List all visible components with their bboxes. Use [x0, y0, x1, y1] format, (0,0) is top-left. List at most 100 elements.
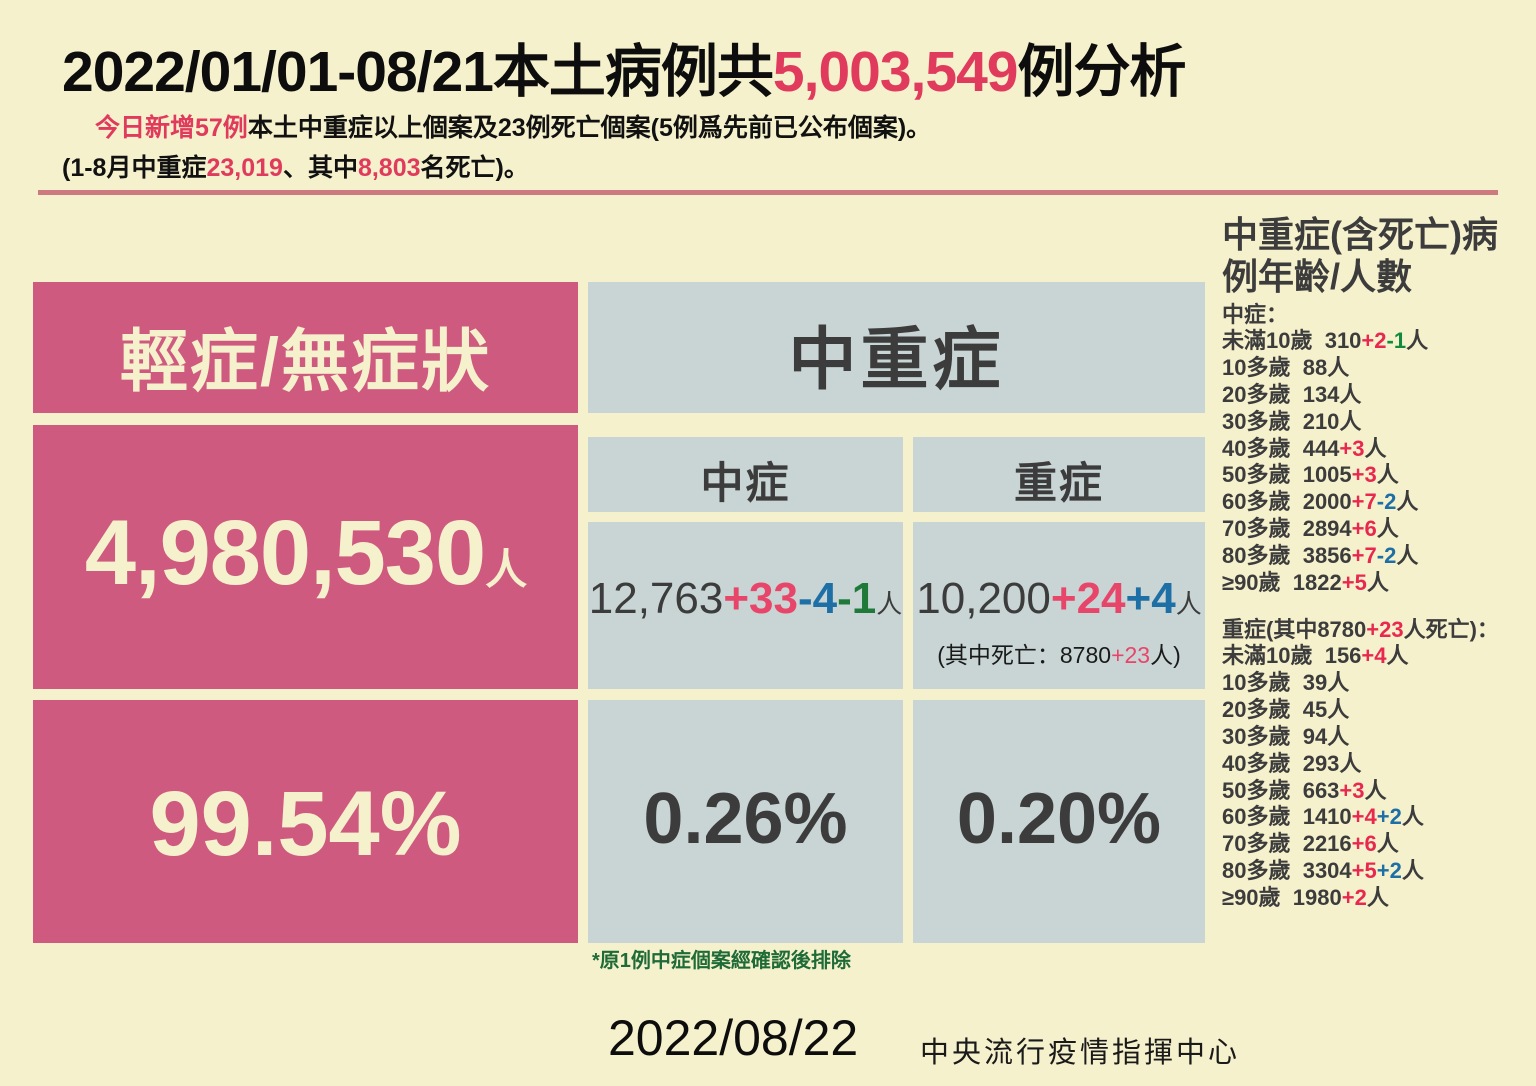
age-count-unit: 人 [1327, 697, 1350, 723]
moderate-percentage-cell: 0.26% [588, 700, 903, 943]
mild-count-value: 4,980,530人 [33, 501, 578, 606]
mild-category-label: 輕症/無症狀 [120, 324, 491, 400]
age-count: 310 [1324, 328, 1362, 354]
age-count-unit: 人 [1366, 884, 1389, 910]
moderate-count-unit: 人 [876, 589, 903, 619]
critical-count-cell: 10,200+24+4人 (其中死亡：8780+23人) [913, 522, 1205, 689]
age-row: 60多歲 1410+4+2人 [1222, 804, 1532, 831]
age-delta-secondary: -2 [1376, 542, 1397, 568]
age-row: ≥90歲 1980+2人 [1222, 885, 1532, 912]
report-date: 2022/08/22 [608, 1010, 859, 1066]
moderate-subheader: 中症 [588, 437, 903, 512]
age-row: 20多歲 134人 [1222, 382, 1532, 409]
critical-subheader-label: 重症 [1014, 460, 1104, 508]
issuing-organization: 中央流行疫情指揮中心 [920, 1037, 1241, 1069]
age-label: 未滿10歲 [1222, 643, 1325, 669]
age-breakdown-sidebar: 中重症(含死亡)病例年齡/人數 中症： 未滿10歲 310+2-1人 10多歲 8… [1222, 214, 1532, 912]
age-delta-secondary: -1 [1386, 328, 1407, 354]
sidebar-moderate-label: 中症： [1222, 301, 1289, 327]
age-row: 80多歲 3856+7-2人 [1222, 543, 1532, 570]
age-delta-primary: +4 [1361, 643, 1387, 669]
age-count-unit: 人 [1386, 643, 1409, 669]
age-count-unit: 人 [1396, 542, 1419, 568]
footnote: *原1例中症個案經確認後排除 [592, 950, 851, 972]
age-count-unit: 人 [1339, 381, 1362, 407]
title-suffix: 例分析 [1017, 40, 1186, 104]
age-delta-secondary: +2 [1376, 858, 1402, 884]
header-divider [38, 190, 1498, 195]
header-section: 2022/01/01-08/21本土病例共5,003,549例分析 今日新增57… [0, 0, 1536, 196]
moderate-subheader-label: 中症 [700, 460, 791, 508]
critical-death-note: (其中死亡：8780+23人) [913, 636, 1205, 670]
age-count-unit: 人 [1401, 858, 1424, 884]
subtitle-line-2: (1-8月中重症23,019、其中8,803名死亡)。 [62, 148, 529, 184]
age-count-unit: 人 [1327, 670, 1350, 696]
age-delta-primary: +5 [1341, 569, 1367, 595]
age-label: 50多歲 [1222, 462, 1303, 488]
mild-category-header: 輕症/無症狀 [33, 282, 578, 413]
moderate-base-number: 12,763 [588, 574, 724, 623]
age-row: 70多歲 2894+6人 [1222, 516, 1532, 543]
sidebar-moderate-list: 未滿10歲 310+2-1人 10多歲 88人 20多歲 134人 30多歲 210人… [1222, 328, 1532, 596]
mild-count-cell: 4,980,530人 [33, 425, 578, 689]
age-row: 40多歲 293人 [1222, 751, 1532, 778]
critical-percentage-value: 0.20% [956, 779, 1162, 859]
age-count: 88 [1302, 355, 1328, 381]
severe-category-header: 中重症 [588, 282, 1205, 413]
today-new-cases: 今日新增57例 [95, 114, 248, 142]
subtitle-line-1-rest: 本土中重症以上個案及23例死亡個案(5例爲先前已公布個案)。 [247, 114, 932, 142]
age-label: 60多歲 [1222, 804, 1303, 830]
age-count: 94 [1302, 723, 1328, 749]
age-count-unit: 人 [1364, 435, 1387, 461]
age-count-unit: 人 [1376, 462, 1399, 488]
subtitle-2-part-e: 名死亡)。 [420, 154, 529, 182]
age-row: 未滿10歲 310+2-1人 [1222, 328, 1532, 355]
age-row: 50多歲 663+3人 [1222, 778, 1532, 805]
age-delta-primary: +7 [1351, 489, 1377, 515]
age-label: 10多歲 [1222, 355, 1303, 381]
age-label: 10多歲 [1222, 670, 1303, 696]
age-row: 10多歲 88人 [1222, 355, 1532, 382]
age-row: 80多歲 3304+5+2人 [1222, 858, 1532, 885]
ytd-death-total: 8,803 [357, 154, 421, 182]
age-delta-primary: +5 [1351, 858, 1377, 884]
critical-delta-transferred: +4 [1125, 574, 1176, 623]
age-count: 2000 [1302, 489, 1352, 515]
subtitle-2-part-c: 、其中 [282, 154, 358, 182]
age-count-unit: 人 [1401, 804, 1424, 830]
age-label: 20多歲 [1222, 381, 1303, 407]
critical-delta-added: +24 [1050, 574, 1126, 623]
age-count: 2216 [1302, 831, 1352, 857]
age-count-unit: 人 [1376, 831, 1399, 857]
sidebar-spacer [1222, 597, 1532, 613]
moderate-delta-excluded: -1 [837, 574, 877, 623]
age-row: 未滿10歲 156+4人 [1222, 643, 1532, 670]
sidebar-critical-list: 未滿10歲 156+4人 10多歲 39人 20多歲 45人 30多歲 94人 40多歲… [1222, 643, 1532, 911]
critical-percentage-cell: 0.20% [913, 700, 1205, 943]
age-label: 70多歲 [1222, 831, 1303, 857]
age-delta-primary: +6 [1351, 831, 1377, 857]
age-row: 70多歲 2216+6人 [1222, 831, 1532, 858]
age-delta-primary: +3 [1351, 462, 1377, 488]
critical-count-unit: 人 [1175, 589, 1202, 619]
mild-count-unit: 人 [485, 546, 527, 593]
critical-death-suffix: 人) [1150, 642, 1181, 668]
age-count: 1005 [1302, 462, 1352, 488]
age-label: 未滿10歲 [1222, 328, 1325, 354]
age-label: 40多歲 [1222, 750, 1303, 776]
sidebar-title: 中重症(含死亡)病例年齡/人數 [1222, 214, 1498, 297]
age-count-unit: 人 [1327, 355, 1350, 381]
age-delta-primary: +7 [1351, 542, 1377, 568]
age-row: ≥90歲 1822+5人 [1222, 570, 1532, 597]
mild-percentage-cell: 99.54% [33, 700, 578, 943]
age-count-unit: 人 [1376, 516, 1399, 542]
age-count: 1822 [1292, 569, 1342, 595]
age-count: 1410 [1302, 804, 1352, 830]
age-row: 30多歲 210人 [1222, 409, 1532, 436]
sidebar-critical-death-delta: +23 [1366, 616, 1404, 642]
age-count: 39 [1302, 670, 1328, 696]
moderate-delta-transferred: -4 [797, 574, 838, 623]
age-delta-primary: +4 [1351, 804, 1377, 830]
age-label: 80多歲 [1222, 542, 1303, 568]
age-label: 60多歲 [1222, 489, 1303, 515]
